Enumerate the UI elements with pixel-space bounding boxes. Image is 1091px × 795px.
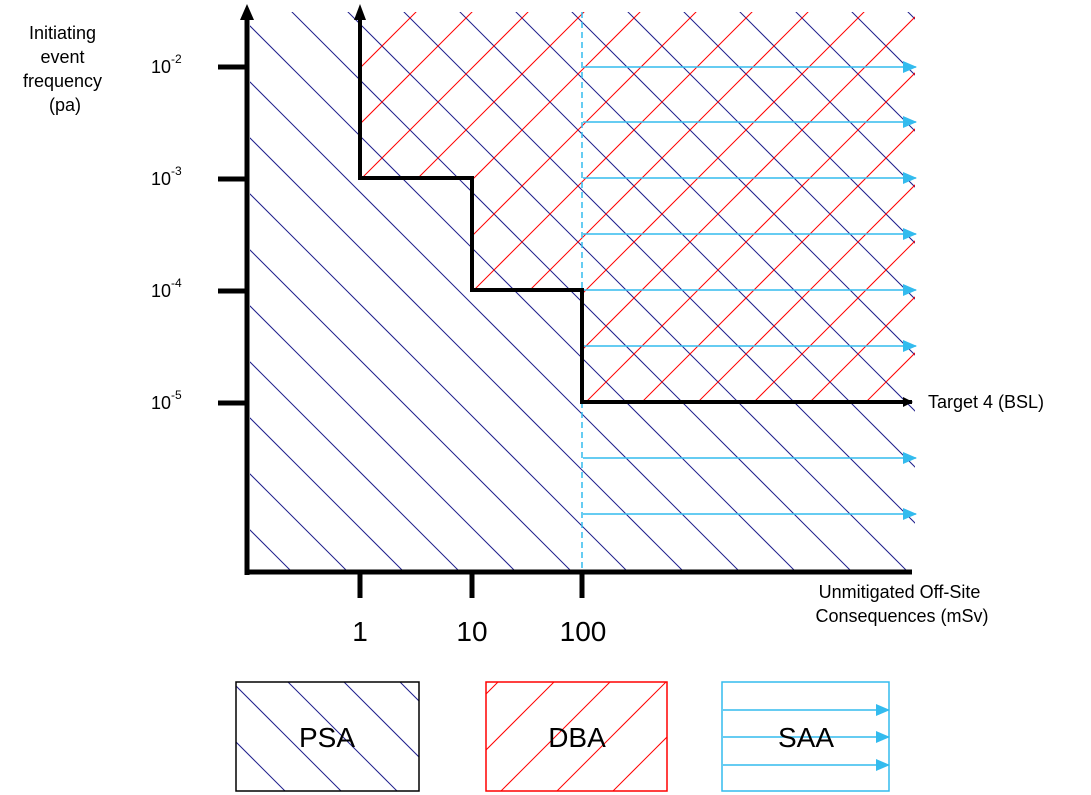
psa-hatch-line (250, 193, 629, 572)
x-tick-label-100: 100 (560, 616, 607, 647)
x-axis-title: Unmitigated Off-Site Consequences (mSv) (815, 582, 988, 626)
psa-hatch-line (250, 305, 517, 572)
x-tick-label-1: 1 (352, 616, 368, 647)
dba-hatch-line (611, 12, 915, 402)
dba-hatch-line (360, 12, 597, 402)
legend: PSA DBA SAA (120, 681, 890, 795)
psa-hatch-line (739, 12, 915, 188)
psa-hatch-line (515, 12, 915, 412)
y-axis-title: Initiating event frequency (pa) (23, 23, 107, 115)
legend-psa-hatch-line (236, 741, 286, 791)
psa-hatch-line (403, 12, 915, 524)
legend-saa: SAA (721, 681, 890, 792)
dba-hatch-line (360, 12, 653, 402)
y-axis-arrowhead (240, 4, 254, 20)
legend-dba: DBA (485, 681, 668, 792)
psa-hatch-line (683, 12, 915, 244)
y-tick-label-1e-3: 10-3 (151, 164, 182, 189)
design-basis-boundary-line (358, 12, 913, 407)
legend-psa-hatch-line (399, 682, 419, 702)
psa-hatch-line (459, 12, 915, 468)
legend-dba-hatch-line (612, 736, 667, 791)
legend-psa-label: PSA (299, 722, 355, 753)
psa-hatch-line (250, 81, 741, 572)
dba-hatch-line (555, 12, 915, 402)
legend-dba-hatch-line (500, 682, 611, 791)
legend-psa-hatch-line (120, 682, 240, 795)
legend-dba-hatch-line (556, 682, 667, 791)
psa-hatch-line (571, 12, 915, 356)
dba-hatch-line (360, 12, 485, 402)
legend-saa-label: SAA (778, 722, 834, 753)
saa-arrows (583, 61, 917, 520)
psa-hatch-line (250, 137, 685, 572)
target-label: Target 4 (BSL) (928, 392, 1044, 412)
legend-dba-hatch-line (486, 682, 555, 751)
dba-hatch-line (387, 12, 915, 402)
legend-psa: PSA (120, 681, 420, 795)
psa-hatch-line (250, 417, 405, 572)
x-axis-ticks (357, 570, 585, 598)
dba-hatch-line (360, 12, 541, 402)
psa-hatch-line (851, 12, 915, 76)
dba-hatch-line (499, 12, 915, 402)
legend-dba-label: DBA (548, 722, 606, 753)
dba-hatch-line (360, 12, 765, 402)
psa-hatch-line (250, 25, 797, 572)
legend-psa-hatch-line (287, 682, 398, 791)
psa-hatch-line (627, 12, 915, 300)
legend-psa-hatch-line (343, 682, 419, 758)
psa-hatch-line (250, 249, 573, 572)
dba-hatch-line (360, 12, 915, 402)
dba-hatch-line (360, 12, 821, 402)
dba-hatch-line (360, 12, 709, 402)
psa-hatch-line (907, 12, 915, 20)
dba-hatch-line (667, 12, 915, 402)
x-tick-label-10: 10 (456, 616, 487, 647)
psa-hatch-line (347, 12, 909, 572)
y-tick-label-1e-4: 10-4 (151, 276, 182, 301)
legend-dba-hatch-line (486, 682, 499, 695)
dba-hatch-line (360, 12, 877, 402)
psa-region-hatching (250, 12, 915, 572)
y-tick-label-1e-5: 10-5 (151, 388, 182, 413)
psa-hatch-line (250, 361, 461, 572)
psa-hatch-line (795, 12, 915, 132)
y-tick-label-1e-2: 10-2 (151, 52, 182, 77)
dba-top-arrowhead (354, 4, 366, 20)
legend-psa-hatch-line (236, 685, 342, 791)
y-axis-ticks (218, 64, 249, 406)
psa-hatch-line (250, 473, 349, 572)
dba-hatch-line (443, 12, 915, 402)
